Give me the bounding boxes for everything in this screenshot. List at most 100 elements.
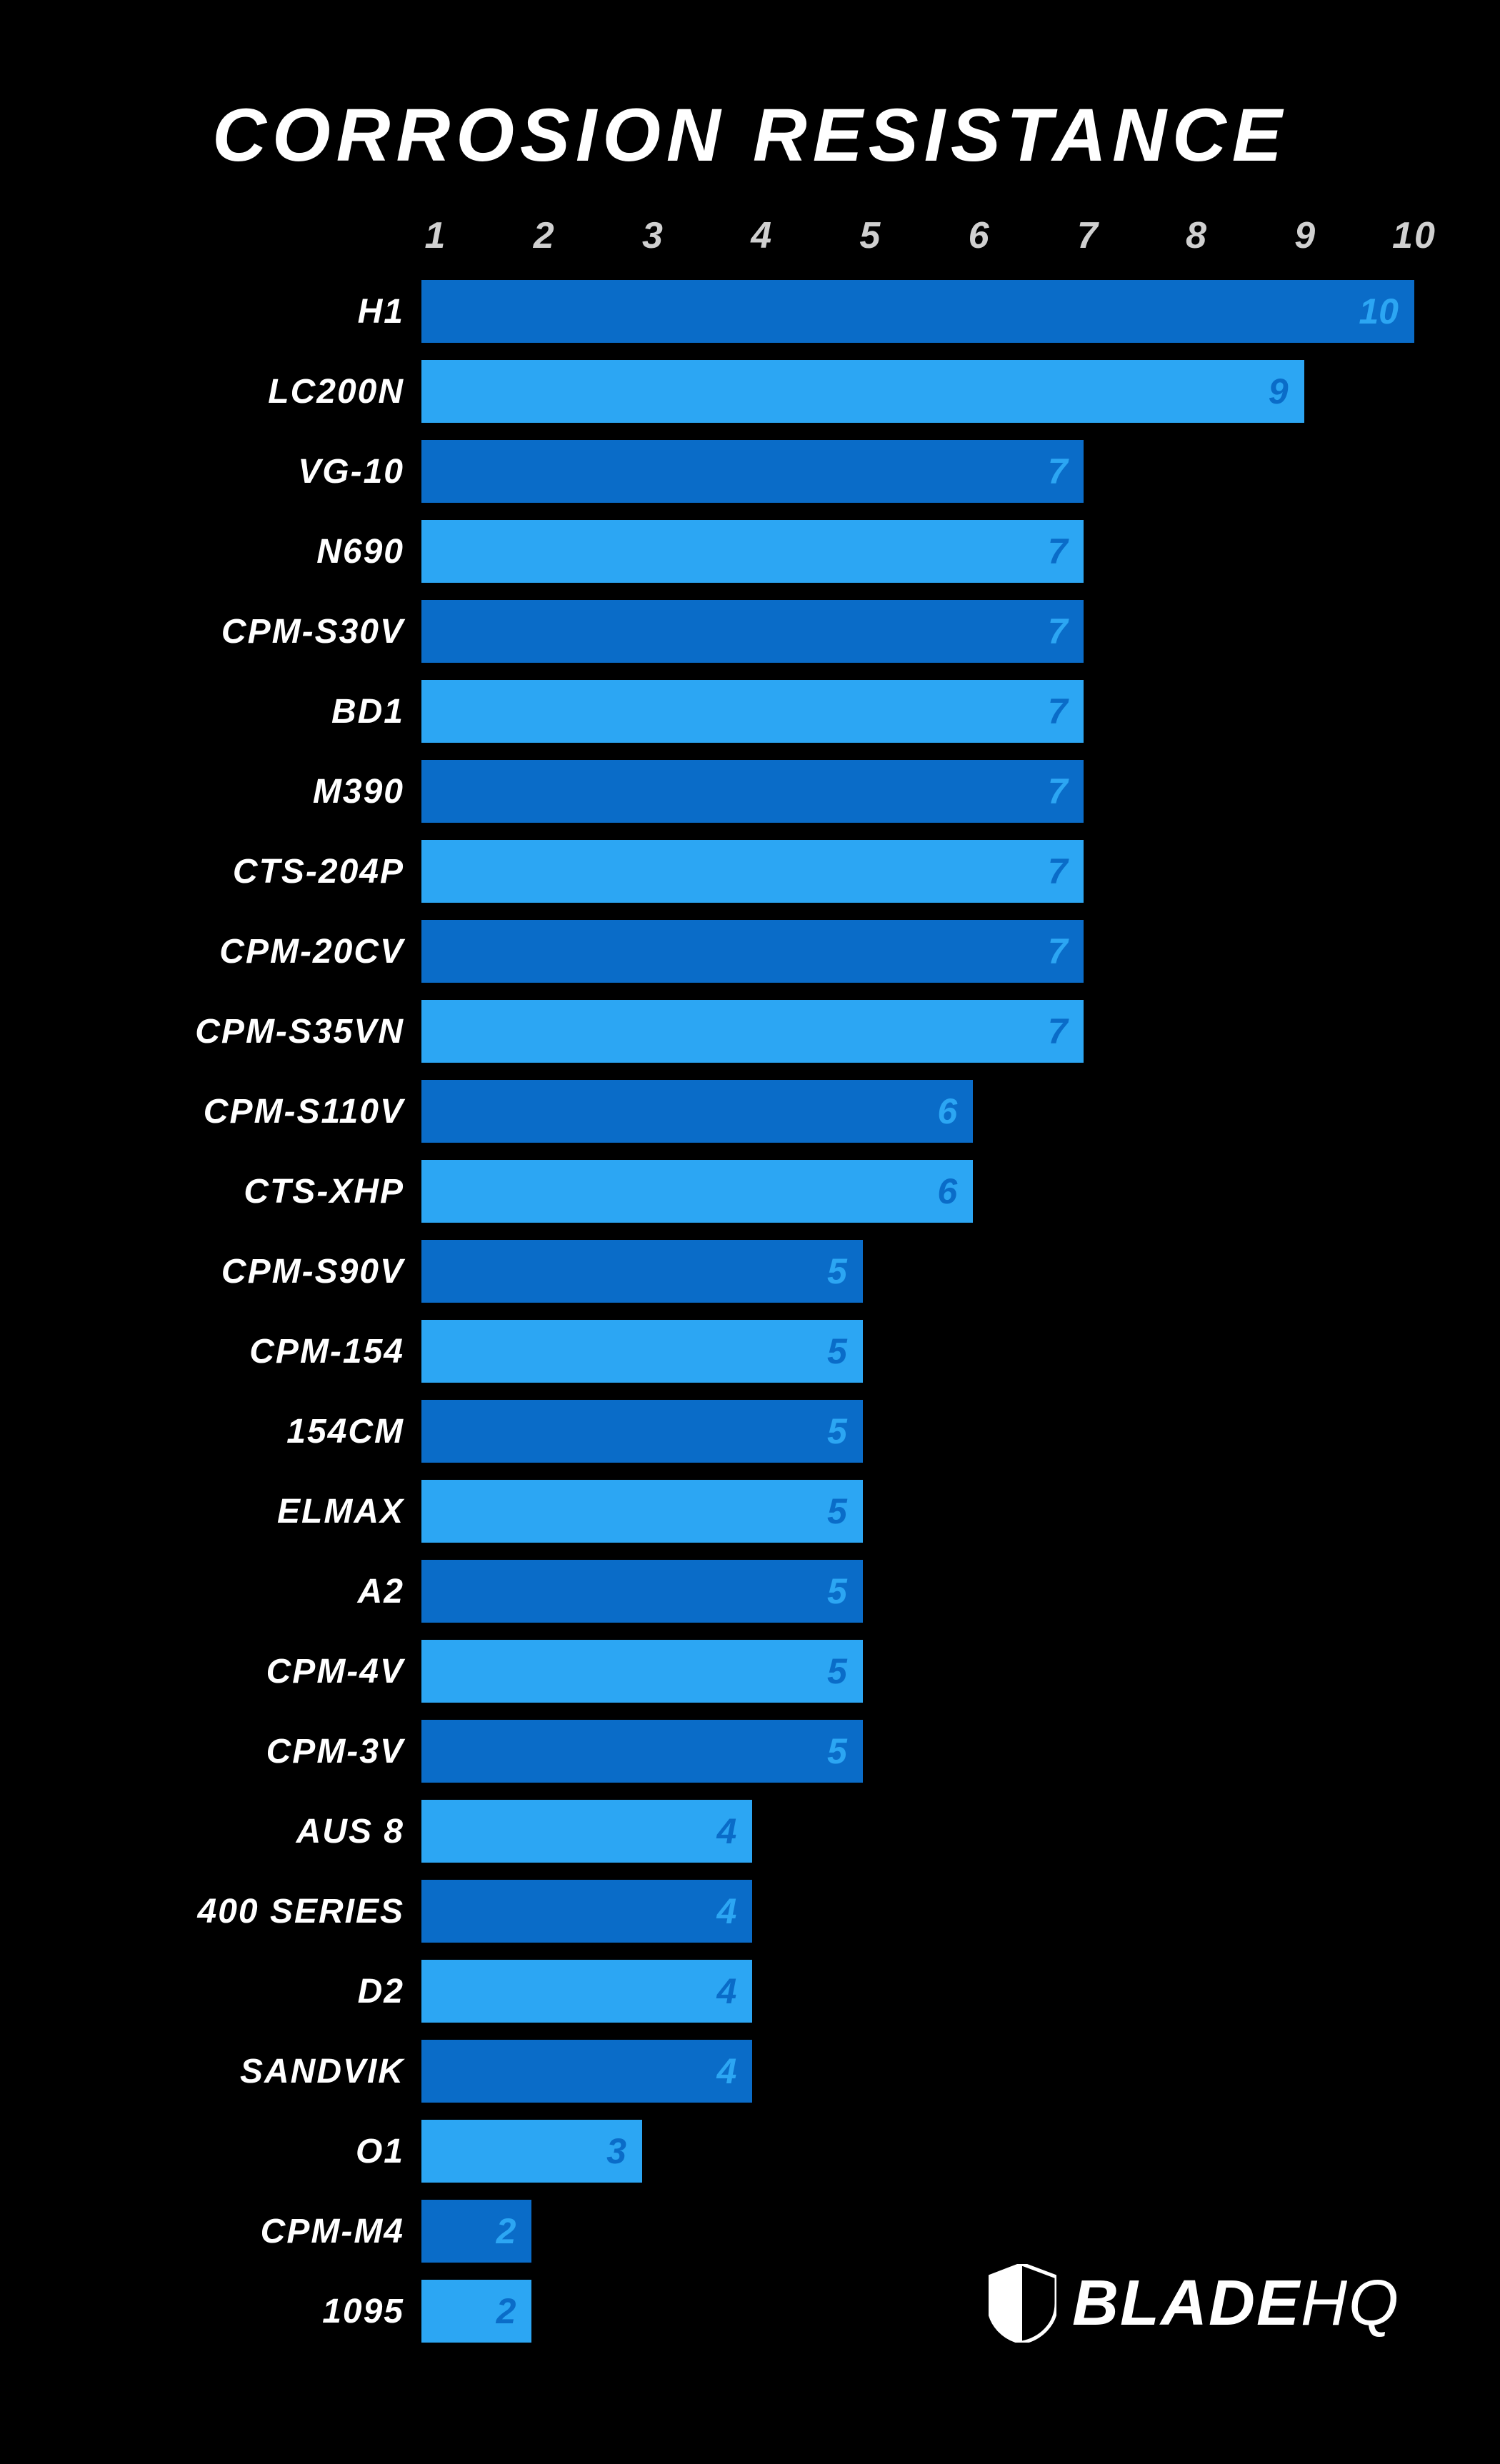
bar-value: 5 <box>827 1491 847 1532</box>
bar-track: 6 <box>421 1080 1414 1143</box>
bar-value: 5 <box>827 1411 847 1452</box>
bar-row: D2 4 <box>86 1951 1414 2031</box>
bar-label: CTS-204P <box>86 852 421 891</box>
bar-track: 5 <box>421 1560 1414 1623</box>
bar-fill: 5 <box>421 1560 863 1623</box>
bar-fill: 7 <box>421 440 1084 503</box>
bar-fill: 7 <box>421 520 1084 583</box>
bar-row: CPM-3V 5 <box>86 1711 1414 1791</box>
bar-row: A25 <box>86 1551 1414 1631</box>
bar-row: N6907 <box>86 511 1414 591</box>
bar-label: 1095 <box>86 2292 421 2331</box>
bar-row: LC200N 9 <box>86 351 1414 431</box>
bar-track: 5 <box>421 1240 1414 1303</box>
bar-value: 7 <box>1048 691 1068 732</box>
bar-row: 400 SERIES 4 <box>86 1871 1414 1951</box>
axis-tick: 2 <box>534 214 556 257</box>
bar-track: 5 <box>421 1320 1414 1383</box>
bar-value: 5 <box>827 1651 847 1692</box>
bar-fill: 4 <box>421 1880 752 1943</box>
bar-track: 3 <box>421 2120 1414 2183</box>
bar-fill: 5 <box>421 1240 863 1303</box>
bar-track: 5 <box>421 1400 1414 1463</box>
bar-track: 2 <box>421 2200 1414 2263</box>
bar-value: 7 <box>1048 931 1068 972</box>
bar-label: A2 <box>86 1572 421 1611</box>
bar-label: M390 <box>86 772 421 811</box>
bar-track: 5 <box>421 1480 1414 1543</box>
bar-label: CPM-3V <box>86 1732 421 1771</box>
bar-fill: 7 <box>421 760 1084 823</box>
bar-value: 2 <box>496 2210 516 2252</box>
bar-value: 7 <box>1048 451 1068 492</box>
bar-row: VG-10 7 <box>86 431 1414 511</box>
bar-value: 9 <box>1269 371 1289 412</box>
bar-label: SANDVIK <box>86 2052 421 2091</box>
bar-value: 5 <box>827 1331 847 1372</box>
bar-fill: 2 <box>421 2200 531 2263</box>
bar-value: 4 <box>717 1811 737 1852</box>
bar-row: O13 <box>86 2111 1414 2191</box>
bar-label: LC200N <box>86 372 421 411</box>
bar-fill: 5 <box>421 1320 863 1383</box>
bar-label: CPM-4V <box>86 1652 421 1691</box>
axis-tick: 5 <box>859 214 881 257</box>
bar-track: 7 <box>421 760 1414 823</box>
axis-tick: 7 <box>1077 214 1099 257</box>
bar-row: BD1 7 <box>86 671 1414 751</box>
bar-label: D2 <box>86 1972 421 2011</box>
bar-label: CPM-S90V <box>86 1252 421 1291</box>
bar-fill: 4 <box>421 1800 752 1863</box>
bar-track: 4 <box>421 1960 1414 2023</box>
bar-track: 7 <box>421 520 1414 583</box>
bar-row: CTS-XHP6 <box>86 1151 1414 1231</box>
bar-fill: 4 <box>421 1960 752 2023</box>
bar-value: 5 <box>827 1251 847 1292</box>
bar-value: 7 <box>1048 611 1068 652</box>
bar-row: CPM-S30V7 <box>86 591 1414 671</box>
bar-row: M3907 <box>86 751 1414 831</box>
bar-label: 400 SERIES <box>86 1892 421 1931</box>
bar-label: CPM-20CV <box>86 932 421 971</box>
bar-label: CPM-S110V <box>86 1092 421 1131</box>
bar-label: VG-10 <box>86 452 421 491</box>
chart-title: CORROSION RESISTANCE <box>86 93 1414 179</box>
bar-row: AUS 8 4 <box>86 1791 1414 1871</box>
brand-logo-main: BLADE <box>1072 2268 1301 2339</box>
bar-fill: 7 <box>421 920 1084 983</box>
bar-row: CPM-S35VN7 <box>86 991 1414 1071</box>
bar-value: 7 <box>1048 531 1068 572</box>
bar-track: 7 <box>421 1000 1414 1063</box>
bar-track: 10 <box>421 280 1414 343</box>
bar-track: 4 <box>421 2040 1414 2103</box>
axis-tick: 4 <box>751 214 773 257</box>
bar-label: 154CM <box>86 1412 421 1451</box>
bar-label: H1 <box>86 292 421 331</box>
bar-fill: 6 <box>421 1160 973 1223</box>
bar-row: CPM-S90V 5 <box>86 1231 1414 1311</box>
x-axis: 12345678910 <box>436 214 1414 271</box>
bar-fill: 7 <box>421 680 1084 743</box>
bar-label: BD1 <box>86 692 421 731</box>
bar-label: CPM-M4 <box>86 2212 421 2251</box>
bar-label: AUS 8 <box>86 1812 421 1851</box>
bar-value: 4 <box>717 1890 737 1932</box>
bar-track: 9 <box>421 360 1414 423</box>
brand-logo-text: BLADEHQ <box>1072 2267 1400 2340</box>
brand-logo-sub: HQ <box>1301 2268 1400 2339</box>
brand-logo: BLADEHQ <box>989 2264 1400 2343</box>
bar-value: 5 <box>827 1731 847 1772</box>
bar-track: 4 <box>421 1800 1414 1863</box>
bar-fill: 5 <box>421 1400 863 1463</box>
bar-track: 5 <box>421 1640 1414 1703</box>
bar-row: 154CM 5 <box>86 1391 1414 1471</box>
bar-track: 7 <box>421 600 1414 663</box>
bar-label: O1 <box>86 2132 421 2171</box>
bar-value: 4 <box>717 1970 737 2012</box>
axis-tick: 9 <box>1294 214 1316 257</box>
bars-area: H110LC200N9VG-107N6907CPM-S30V7BD17M3907… <box>86 271 1414 2351</box>
bar-value: 10 <box>1359 291 1399 332</box>
bar-fill: 7 <box>421 840 1084 903</box>
bar-label: CTS-XHP <box>86 1172 421 1211</box>
bar-label: CPM-154 <box>86 1332 421 1371</box>
